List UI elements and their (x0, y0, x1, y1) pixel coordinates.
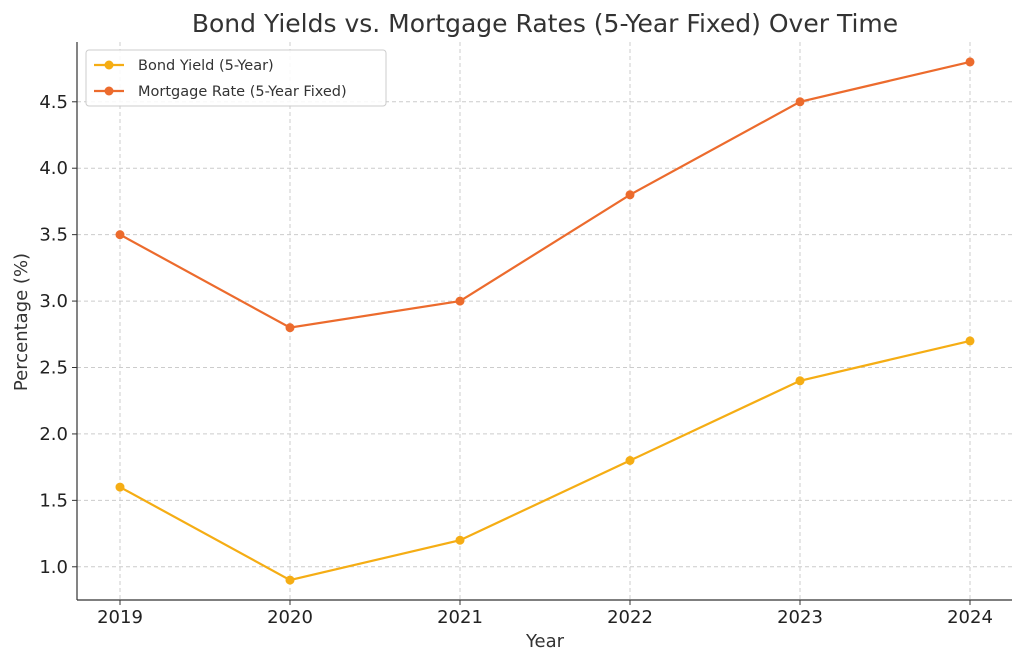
x-axis-label: Year (525, 631, 565, 652)
axes (72, 42, 1012, 605)
y-tick-label: 2.5 (39, 358, 68, 379)
legend-label: Bond Yield (5-Year) (138, 58, 274, 74)
y-tick-label: 4.0 (39, 158, 68, 179)
series-layer (115, 57, 975, 585)
legend-marker (104, 86, 114, 96)
x-tick-label: 2023 (777, 607, 823, 628)
y-tick-label: 3.0 (39, 291, 68, 312)
data-point (455, 296, 465, 306)
y-tick-label: 1.0 (39, 557, 68, 578)
legend: Bond Yield (5-Year) Mortgage Rate (5-Year… (85, 49, 387, 107)
series-line-2 (119, 60, 971, 329)
x-tick-label: 2021 (437, 607, 483, 628)
y-tick-label: 4.5 (39, 92, 68, 113)
legend-box (85, 49, 387, 107)
data-point (285, 575, 295, 585)
data-point (285, 323, 295, 333)
tick-labels: 2019 2020 2021 2022 2023 2024 1.0 1.5 2.0 2.5 3.0 3… (39, 92, 993, 628)
y-tick-label: 1.5 (39, 490, 68, 511)
x-tick-label: 2020 (267, 607, 313, 628)
data-point (455, 535, 465, 545)
grid (77, 42, 1012, 600)
data-point (965, 57, 975, 67)
legend-marker (104, 60, 114, 70)
series-line-1 (119, 339, 971, 582)
data-point (795, 376, 805, 386)
y-tick-label: 2.0 (39, 424, 68, 445)
data-point (115, 482, 125, 492)
data-point (115, 230, 125, 240)
y-axis-label: Percentage (%) (11, 253, 32, 391)
x-tick-label: 2024 (947, 607, 993, 628)
x-tick-label: 2019 (97, 607, 143, 628)
data-point (795, 97, 805, 107)
chart-title: Bond Yields vs. Mortgage Rates (5-Year F… (192, 9, 898, 38)
data-point (965, 336, 975, 346)
data-point (625, 456, 635, 465)
legend-label: Mortgage Rate (5-Year Fixed) (138, 84, 347, 100)
x-tick-label: 2022 (607, 607, 653, 628)
y-tick-label: 3.5 (39, 225, 68, 246)
data-point (625, 190, 635, 200)
